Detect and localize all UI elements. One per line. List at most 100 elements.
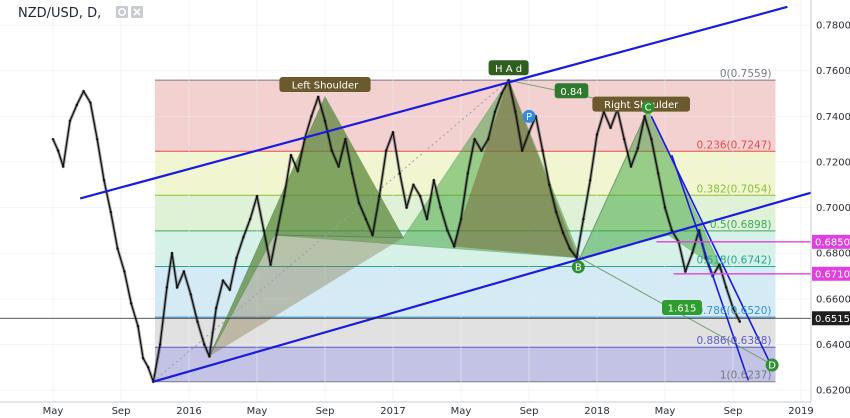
x-tick-label: Sep <box>316 406 335 417</box>
price-point <box>541 149 544 152</box>
down-channel-line[interactable] <box>671 154 750 381</box>
price-point <box>249 217 252 221</box>
x-tick-label: May <box>655 406 676 417</box>
harmonic-patterns[interactable] <box>152 79 771 383</box>
fib-level-label: 0.618(0.6742) <box>697 254 772 266</box>
price-point <box>446 229 449 232</box>
price-point <box>595 133 599 136</box>
price-point <box>75 103 79 107</box>
price-point <box>235 256 238 260</box>
price-point <box>425 217 429 221</box>
y-tick-label: 0.6400 <box>816 340 850 351</box>
x-tick-label: Sep <box>112 406 131 417</box>
price-point <box>351 172 354 175</box>
price-point <box>82 90 85 93</box>
fib-band[interactable] <box>155 80 776 152</box>
fib-level-label: 0.886(0.6388) <box>697 335 772 347</box>
price-point <box>371 233 374 237</box>
x-tick-label: Sep <box>520 406 539 417</box>
fib-band[interactable] <box>155 317 776 348</box>
left-shoulder-label: Left Shoulder <box>292 80 359 91</box>
ratio-label-1-badge <box>554 83 589 99</box>
price-point <box>459 217 463 221</box>
close-icon[interactable] <box>131 6 143 18</box>
y-axis[interactable]: 0.7800 0.7600 0.7400 0.7200 0.7000 0.6800 0.66… <box>810 0 850 418</box>
x-axis-panel <box>0 402 850 418</box>
price-point <box>269 263 272 266</box>
price-point <box>548 183 551 187</box>
price-point <box>453 245 456 248</box>
price-point <box>228 288 231 291</box>
price-point <box>289 153 293 157</box>
channel-trend-line[interactable] <box>79 5 788 200</box>
price-point <box>330 149 333 152</box>
price-point <box>283 195 286 198</box>
y-tick-label: 0.7800 <box>816 21 850 32</box>
price-point <box>480 149 483 152</box>
fib-level-label: 0.382(0.7054) <box>697 183 772 195</box>
y-tick-label: 0.7200 <box>816 157 850 168</box>
point-b-label: B <box>575 262 582 273</box>
point-p-label-marker <box>522 109 536 123</box>
point-p-label: P <box>526 112 532 123</box>
price-point <box>636 147 639 150</box>
price-point <box>629 165 633 168</box>
price-point <box>296 169 299 173</box>
head-label-badge <box>488 60 529 76</box>
price-point <box>405 206 408 209</box>
price-point <box>684 270 687 273</box>
y-tick-label: 0.6600 <box>816 294 850 305</box>
price-point <box>493 110 497 113</box>
price-tag[interactable] <box>812 266 850 281</box>
price-tag[interactable] <box>812 234 850 249</box>
price-point <box>109 210 113 214</box>
left-shoulder-peak-fill[interactable] <box>209 96 404 357</box>
point-c-label: C <box>645 103 652 114</box>
price-point <box>473 137 476 141</box>
trend-lines[interactable] <box>0 5 815 383</box>
y-tick-label: 0.7400 <box>816 112 850 123</box>
point-c-label-marker <box>641 100 655 114</box>
price-point <box>165 286 169 289</box>
price-point <box>391 131 395 134</box>
ratio-label-1: 0.84 <box>560 87 582 98</box>
point-d-label: D <box>768 361 776 372</box>
head-label: H A d <box>495 64 522 75</box>
point-d-label-marker <box>765 358 779 372</box>
price-point <box>68 119 72 123</box>
x-tick-label: 2019 <box>788 406 813 417</box>
price-point <box>62 165 65 168</box>
price-point <box>141 356 145 360</box>
price-point <box>527 131 531 134</box>
price-point <box>189 293 192 296</box>
price-tag-label: 0.6710 <box>815 269 850 280</box>
x-axis[interactable]: May Sep 2016 May Sep 2017 May Sep 2018 May Sep 2019 <box>0 401 850 418</box>
price-series <box>51 78 742 384</box>
head-peak-fill[interactable] <box>452 80 579 258</box>
price-point <box>276 229 279 232</box>
y-tick-label: 0.6200 <box>816 386 850 397</box>
price-point <box>378 195 381 198</box>
x-tick-label: May <box>43 406 64 417</box>
price-point <box>609 126 612 129</box>
price-point <box>196 320 199 323</box>
price-point <box>310 115 313 118</box>
price-point <box>718 263 721 266</box>
channel-trend-line[interactable] <box>152 190 815 383</box>
price-point <box>691 252 694 255</box>
price-tag[interactable] <box>812 311 850 326</box>
x-tick-label: May <box>247 406 268 417</box>
price-point <box>657 172 660 175</box>
fib-level-label: 0.786(0.6520) <box>697 305 772 317</box>
price-point <box>500 92 503 95</box>
x-tick-label: May <box>451 406 472 417</box>
gear-icon[interactable] <box>116 6 128 18</box>
ratio-label-2-badge <box>662 300 702 316</box>
fib-level-label: 0(0.7559) <box>720 68 772 80</box>
fib-band[interactable] <box>155 347 776 382</box>
price-point <box>487 137 490 141</box>
price-point <box>317 95 320 99</box>
fib-level-label: 0.5(0.6898) <box>710 219 772 231</box>
y-axis-panel <box>811 0 850 418</box>
